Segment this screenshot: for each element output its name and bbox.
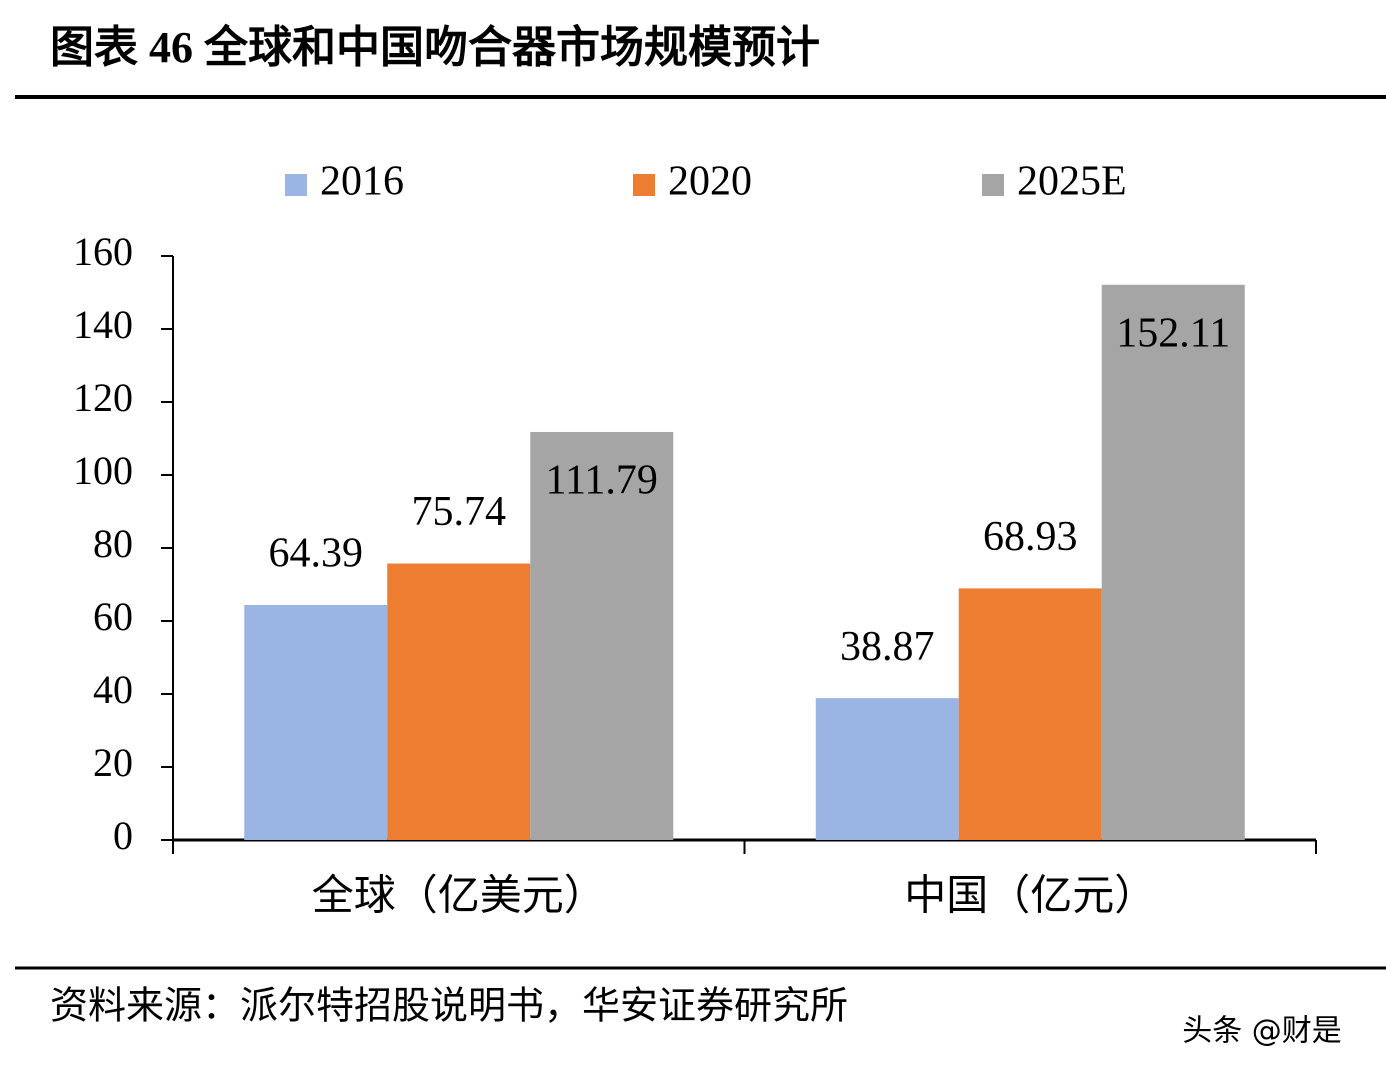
y-tick-label: 0 xyxy=(113,813,133,858)
value-label: 38.87 xyxy=(840,624,935,670)
y-tick-label: 120 xyxy=(73,375,133,420)
y-tick-label: 60 xyxy=(93,594,133,639)
legend-label: 2016 xyxy=(320,159,404,205)
legend-swatch xyxy=(285,174,307,196)
y-tick-label: 20 xyxy=(93,740,133,785)
bar xyxy=(815,698,959,840)
source: 资料来源：派尔特招股说明书，华安证券研究所 xyxy=(50,986,848,1028)
legend-label: 2025E xyxy=(1017,159,1127,205)
bar xyxy=(244,604,388,840)
value-label: 68.93 xyxy=(983,514,1078,560)
legend-swatch xyxy=(633,174,655,196)
value-label: 111.79 xyxy=(546,458,658,504)
y-tick-label: 160 xyxy=(73,229,133,274)
legend-label: 2020 xyxy=(668,159,752,205)
bar xyxy=(387,563,531,840)
y-tick-label: 80 xyxy=(93,521,133,566)
value-label: 64.39 xyxy=(269,531,364,577)
bar xyxy=(1101,284,1245,841)
bar xyxy=(530,431,674,840)
y-tick-label: 100 xyxy=(73,448,133,493)
bar xyxy=(958,588,1102,840)
y-tick-label: 40 xyxy=(93,667,133,712)
value-label: 152.11 xyxy=(1116,310,1230,356)
legend-swatch xyxy=(982,174,1004,196)
x-tick-label: 全球（亿美元） xyxy=(312,873,606,920)
value-label: 75.74 xyxy=(412,489,507,535)
x-tick-label: 中国（亿元） xyxy=(904,874,1156,920)
watermark: 头条 @财是 xyxy=(1182,1014,1342,1049)
y-tick-label: 140 xyxy=(73,302,133,347)
chart-title: 图表 46 全球和中国吻合器市场规模预计 xyxy=(50,22,820,72)
